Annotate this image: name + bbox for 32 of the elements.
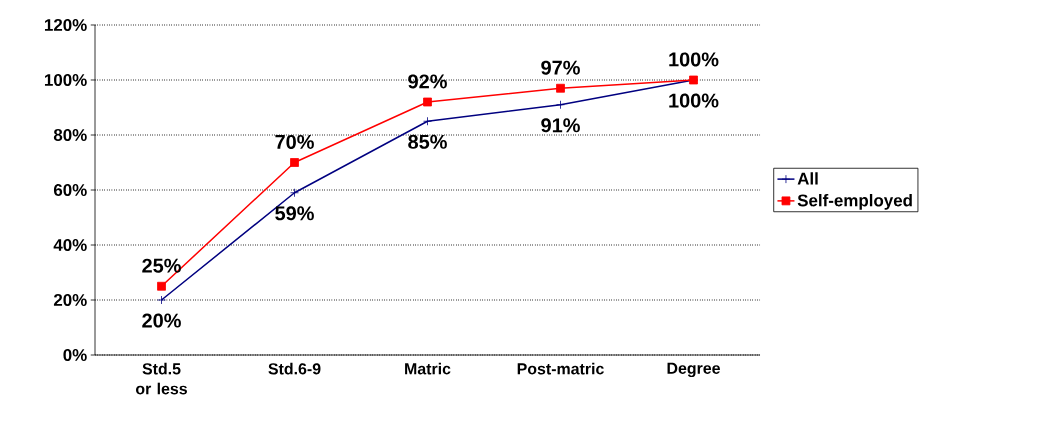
y-tick-label: 40%	[53, 239, 87, 251]
y-tick-label: 120%	[44, 19, 87, 31]
x-tick-label: Std.5 or less	[135, 362, 187, 395]
point	[423, 97, 432, 107]
data-label: 59%	[275, 206, 314, 221]
point	[290, 158, 299, 167]
point	[556, 83, 565, 93]
data-label: 100%	[669, 93, 719, 108]
y-tick-label: 80%	[53, 129, 87, 141]
data-label: 97%	[541, 60, 580, 75]
y-tick-label: 100%	[44, 74, 87, 86]
legend-label: All	[797, 172, 818, 185]
legend-label: Self-employed	[797, 194, 912, 210]
x-tick-label: Post-matric	[517, 362, 604, 375]
point	[423, 116, 432, 126]
point	[157, 281, 166, 291]
point	[157, 295, 166, 305]
x-tick-label: Matric	[405, 362, 451, 375]
data-label: 20%	[142, 313, 181, 328]
x-tick-label: Degree	[667, 362, 720, 378]
x-tick-label: Std.6-9	[268, 362, 321, 375]
y-tick-label: 60%	[53, 184, 87, 196]
point	[290, 188, 299, 198]
y-tick-label: 0%	[63, 349, 87, 361]
data-label: 100%	[669, 52, 719, 67]
data-label: 91%	[541, 118, 580, 133]
data-label: 25%	[142, 258, 181, 273]
data-label: 70%	[275, 134, 314, 149]
y-tick-label: 20%	[53, 294, 87, 306]
data-label: 92%	[408, 74, 447, 89]
data-label: 85%	[408, 134, 447, 149]
point	[556, 100, 565, 110]
